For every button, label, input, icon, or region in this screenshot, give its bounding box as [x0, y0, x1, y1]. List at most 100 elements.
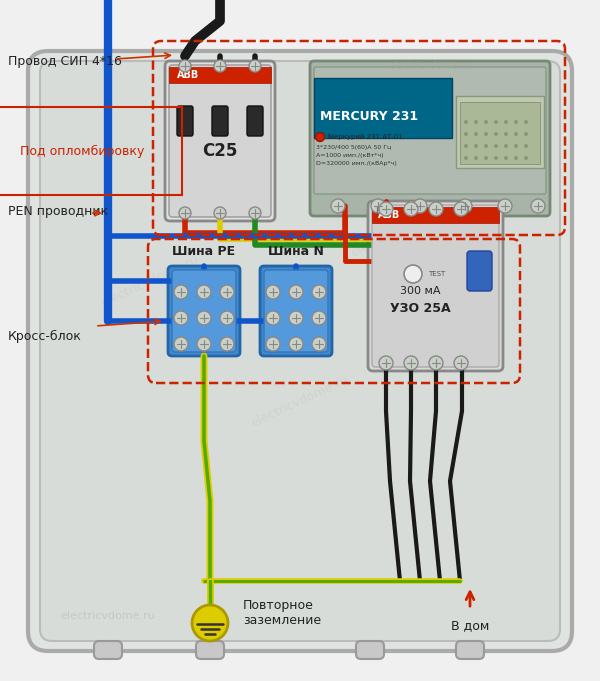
Circle shape	[192, 605, 228, 641]
Circle shape	[458, 199, 472, 213]
Circle shape	[475, 121, 478, 123]
Circle shape	[404, 265, 422, 283]
Text: Провод СИП 4*16: Провод СИП 4*16	[8, 54, 122, 67]
Circle shape	[371, 199, 385, 213]
FancyBboxPatch shape	[168, 266, 240, 356]
Circle shape	[197, 337, 211, 351]
Circle shape	[404, 202, 418, 216]
Text: А=1000 имп./(кВт*ч): А=1000 имп./(кВт*ч)	[316, 153, 383, 157]
Text: H: H	[375, 207, 381, 216]
FancyBboxPatch shape	[177, 106, 193, 136]
FancyBboxPatch shape	[247, 106, 263, 136]
Text: ABB: ABB	[378, 210, 400, 220]
Circle shape	[429, 202, 443, 216]
Circle shape	[220, 311, 234, 325]
Circle shape	[498, 199, 512, 213]
Circle shape	[289, 311, 303, 325]
Circle shape	[505, 121, 508, 123]
FancyBboxPatch shape	[356, 641, 384, 659]
Circle shape	[249, 60, 261, 72]
Circle shape	[515, 121, 517, 123]
Circle shape	[316, 133, 325, 142]
Circle shape	[485, 157, 487, 159]
FancyBboxPatch shape	[314, 67, 546, 194]
Circle shape	[266, 285, 280, 299]
Text: PEN проводник: PEN проводник	[8, 204, 108, 217]
Text: electricvdome.ru: electricvdome.ru	[349, 203, 451, 259]
Circle shape	[379, 356, 393, 370]
FancyBboxPatch shape	[467, 251, 492, 291]
FancyBboxPatch shape	[172, 270, 236, 352]
Text: electricvdome.ru: electricvdome.ru	[99, 253, 201, 309]
Circle shape	[214, 60, 226, 72]
Circle shape	[485, 144, 487, 148]
Text: Меркурий 231 АТ-01: Меркурий 231 АТ-01	[328, 133, 403, 140]
Circle shape	[174, 285, 188, 299]
Circle shape	[524, 157, 527, 159]
Circle shape	[249, 207, 261, 219]
Circle shape	[429, 356, 443, 370]
Text: Шина РЕ: Шина РЕ	[172, 245, 236, 258]
FancyBboxPatch shape	[196, 641, 224, 659]
Circle shape	[454, 356, 468, 370]
Text: TEST: TEST	[428, 271, 445, 277]
Circle shape	[505, 157, 508, 159]
Bar	[314, 78, 452, 138]
Circle shape	[475, 157, 478, 159]
Circle shape	[312, 337, 326, 351]
Circle shape	[266, 337, 280, 351]
Text: В дом: В дом	[451, 619, 489, 632]
Circle shape	[289, 285, 303, 299]
Text: ABB: ABB	[177, 70, 199, 80]
FancyBboxPatch shape	[40, 61, 560, 641]
Circle shape	[494, 157, 497, 159]
FancyBboxPatch shape	[94, 641, 122, 659]
Circle shape	[331, 199, 345, 213]
Circle shape	[454, 202, 468, 216]
Circle shape	[464, 121, 467, 123]
FancyBboxPatch shape	[165, 61, 275, 221]
Text: Кросс-блок: Кросс-блок	[8, 330, 82, 343]
Circle shape	[266, 311, 280, 325]
Circle shape	[475, 144, 478, 148]
Circle shape	[174, 337, 188, 351]
Bar	[372, 207, 499, 223]
Circle shape	[197, 311, 211, 325]
Text: MERCURY 231: MERCURY 231	[320, 110, 418, 123]
Circle shape	[179, 207, 191, 219]
Text: electricvdome.ru: electricvdome.ru	[60, 611, 155, 621]
Text: С25: С25	[202, 142, 238, 160]
Circle shape	[524, 144, 527, 148]
Text: Шина N: Шина N	[268, 245, 324, 258]
Circle shape	[531, 199, 545, 213]
Circle shape	[214, 207, 226, 219]
Circle shape	[515, 133, 517, 136]
FancyBboxPatch shape	[368, 201, 503, 371]
Circle shape	[464, 144, 467, 148]
Circle shape	[289, 337, 303, 351]
Circle shape	[464, 133, 467, 136]
FancyBboxPatch shape	[28, 51, 572, 651]
Text: electricvdome.ru: electricvdome.ru	[249, 373, 351, 429]
Circle shape	[379, 202, 393, 216]
Text: Повторное
заземление: Повторное заземление	[243, 599, 321, 627]
Circle shape	[505, 144, 508, 148]
Circle shape	[494, 144, 497, 148]
Bar	[169, 67, 271, 83]
Circle shape	[312, 311, 326, 325]
Circle shape	[179, 60, 191, 72]
FancyBboxPatch shape	[310, 61, 550, 216]
Circle shape	[404, 356, 418, 370]
Bar	[460, 102, 540, 164]
Circle shape	[413, 199, 427, 213]
Circle shape	[524, 121, 527, 123]
Circle shape	[464, 157, 467, 159]
Circle shape	[494, 133, 497, 136]
FancyBboxPatch shape	[212, 106, 228, 136]
Circle shape	[220, 285, 234, 299]
Circle shape	[197, 285, 211, 299]
Circle shape	[485, 121, 487, 123]
Text: H: H	[462, 207, 468, 216]
Circle shape	[494, 121, 497, 123]
Circle shape	[485, 133, 487, 136]
